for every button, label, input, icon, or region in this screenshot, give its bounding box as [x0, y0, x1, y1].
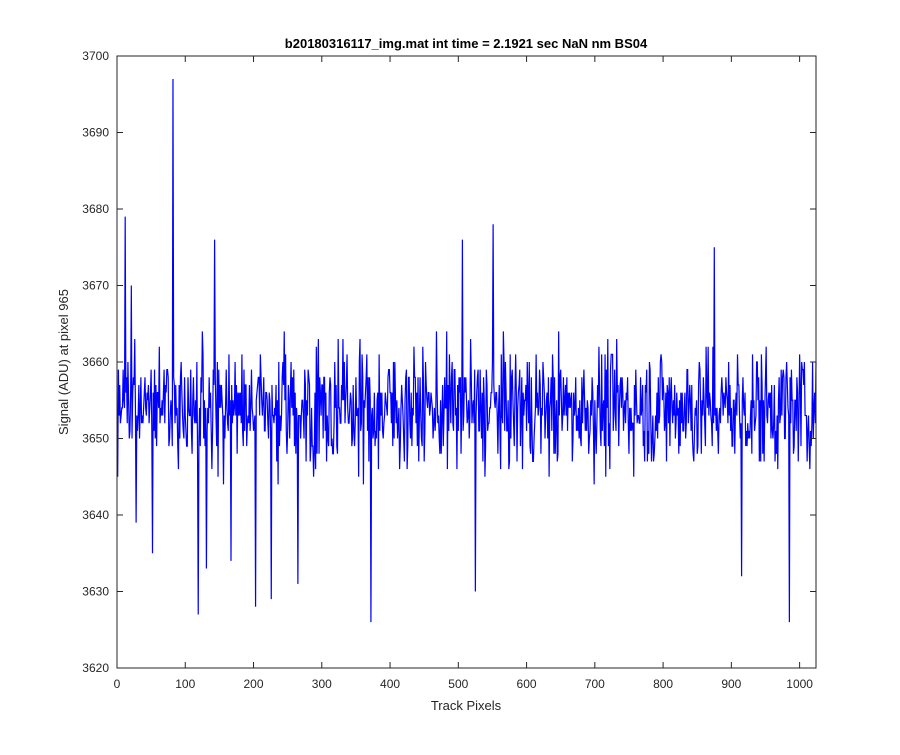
x-tick-label: 300 [312, 677, 332, 691]
x-tick-label: 900 [721, 677, 741, 691]
chart-title: b20180316117_img.mat int time = 2.1921 s… [285, 36, 648, 51]
x-tick-label: 1000 [786, 677, 813, 691]
series-line [117, 78, 817, 623]
y-tick-label: 3680 [82, 202, 109, 216]
x-tick-label: 500 [448, 677, 468, 691]
y-tick-label: 3620 [82, 661, 109, 675]
y-axis: 3620 3630 3640 3650 3660 3670 3680 3690 3700 [82, 49, 816, 675]
series-layer [117, 78, 817, 623]
x-tick-label: 200 [244, 677, 264, 691]
y-tick-label: 3640 [82, 508, 109, 522]
y-tick-label: 3650 [82, 432, 109, 446]
x-axis: 0 100 200 300 400 500 600 700 800 900 1000 [114, 56, 813, 691]
y-tick-label: 3660 [82, 355, 109, 369]
y-axis-label: Signal (ADU) at pixel 965 [56, 289, 71, 435]
x-tick-label: 400 [380, 677, 400, 691]
x-tick-label: 100 [175, 677, 195, 691]
y-tick-label: 3630 [82, 585, 109, 599]
x-axis-label: Track Pixels [431, 698, 502, 713]
plot-area [117, 56, 816, 668]
x-tick-label: 0 [114, 677, 121, 691]
x-tick-label: 800 [653, 677, 673, 691]
y-tick-label: 3670 [82, 279, 109, 293]
x-tick-label: 700 [585, 677, 605, 691]
y-tick-label: 3690 [82, 126, 109, 140]
y-tick-label: 3700 [82, 49, 109, 63]
x-tick-label: 600 [517, 677, 537, 691]
